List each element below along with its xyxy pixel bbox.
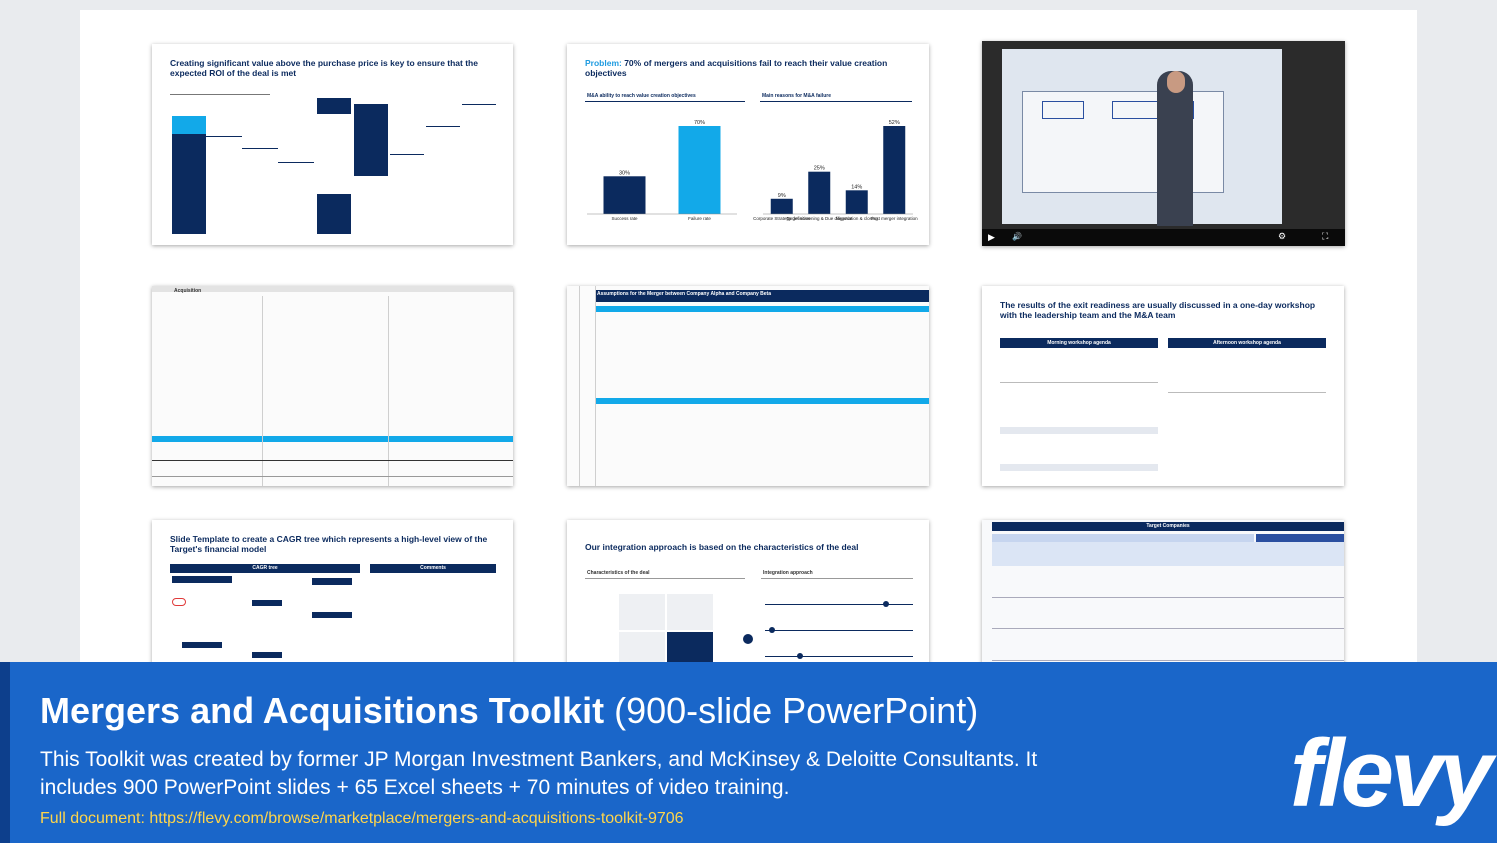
failure-reason-category-label-3: Negotiation & closing [836, 216, 879, 221]
sheet-title: Acquisition [174, 288, 202, 294]
comments-header: Comments [370, 564, 496, 573]
slide-title: Creating significant value above the pur… [170, 58, 478, 79]
sheet-thumb-merger-assumptions[interactable]: Assumptions for the Merger between Compa… [567, 286, 929, 486]
play-icon[interactable]: ▶ [988, 232, 995, 242]
afternoon-agenda-header: Afternoon workshop agenda [1168, 338, 1326, 348]
flevy-logo: flevy [1290, 720, 1493, 827]
failure-reason-category-label-1: Corporate Strategy definition [753, 216, 811, 221]
toolkit-description: This Toolkit was created by former JP Mo… [40, 748, 1038, 799]
success-failure-category-label-1: Success rate [611, 216, 638, 221]
slide-thumb-value-creation[interactable]: Creating significant value above the pur… [152, 44, 513, 245]
slide-gallery: Creating significant value above the pur… [80, 10, 1417, 710]
failure-reason-bar-3 [845, 190, 868, 214]
sheet-title: Target Companies [992, 522, 1344, 531]
integration-approach-header: Integration approach [763, 570, 813, 576]
failure-reason-bar-label-1: 9% [778, 193, 786, 199]
failure-charts: 30% Success rate 70% Failure rate 9% Corpora… [587, 120, 918, 221]
success-failure-bar-label-1: 30% [619, 170, 630, 176]
toolkit-banner [0, 662, 1497, 843]
video-controls[interactable]: ▶ 🔊 ⚙ ⛶ [982, 229, 1345, 246]
deal-characteristics-header: Characteristics of the deal [587, 570, 650, 576]
slide-title: Our integration approach is based on the… [585, 542, 859, 552]
toolkit-title: Mergers and Acquisitions Toolkit (900-sl… [40, 690, 979, 731]
slide-title: Problem: 70% of mergers and acquisitions… [585, 58, 888, 79]
settings-icon[interactable]: ⚙ [1278, 231, 1287, 241]
fullscreen-icon[interactable]: ⛶ [1322, 231, 1329, 241]
failure-reason-bar-1 [770, 198, 793, 214]
failure-reason-bar-4 [883, 126, 906, 214]
failure-reason-bar-2 [808, 171, 831, 214]
success-failure-bar-label-2: 70% [694, 120, 705, 126]
right-chart-header: Main reasons for M&A failure [762, 93, 831, 99]
document-link[interactable]: Full document: https://flevy.com/browse/… [40, 810, 684, 827]
sheet-title: Assumptions for the Merger between Compa… [597, 291, 772, 297]
sheet-thumb-acquisition-model[interactable]: Acquisition [152, 286, 513, 486]
failure-reason-category-label-4: Post merger integration [871, 216, 918, 221]
left-chart-header: M&A ability to reach value creation obje… [587, 93, 696, 99]
failure-reason-category-label-2: Target screening & Due diligence [786, 216, 853, 221]
volume-icon[interactable]: 🔊 [1012, 232, 1022, 241]
success-failure-bar-1 [603, 176, 646, 214]
failure-reason-bar-label-4: 52% [889, 120, 900, 126]
failure-reason-bar-label-2: 25% [814, 166, 825, 172]
success-failure-bar-2 [678, 126, 721, 214]
slide-title: Slide Template to create a CAGR tree whi… [170, 534, 488, 555]
slide-thumb-exit-readiness[interactable]: The results of the exit readiness are us… [982, 286, 1344, 486]
slide-thumb-failure-chart[interactable]: Problem: 70% of mergers and acquisitions… [567, 44, 929, 245]
failure-reason-bar-label-3: 14% [851, 184, 862, 190]
cagr-tree-header: CAGR tree [170, 564, 360, 573]
slide-title: The results of the exit readiness are us… [1000, 300, 1316, 321]
presenter [1157, 71, 1193, 226]
morning-agenda-header: Morning workshop agenda [1000, 338, 1158, 348]
video-thumb-training[interactable]: ▶ 🔊 ⚙ ⛶ [982, 41, 1345, 246]
success-failure-category-label-2: Failure rate [688, 216, 711, 221]
